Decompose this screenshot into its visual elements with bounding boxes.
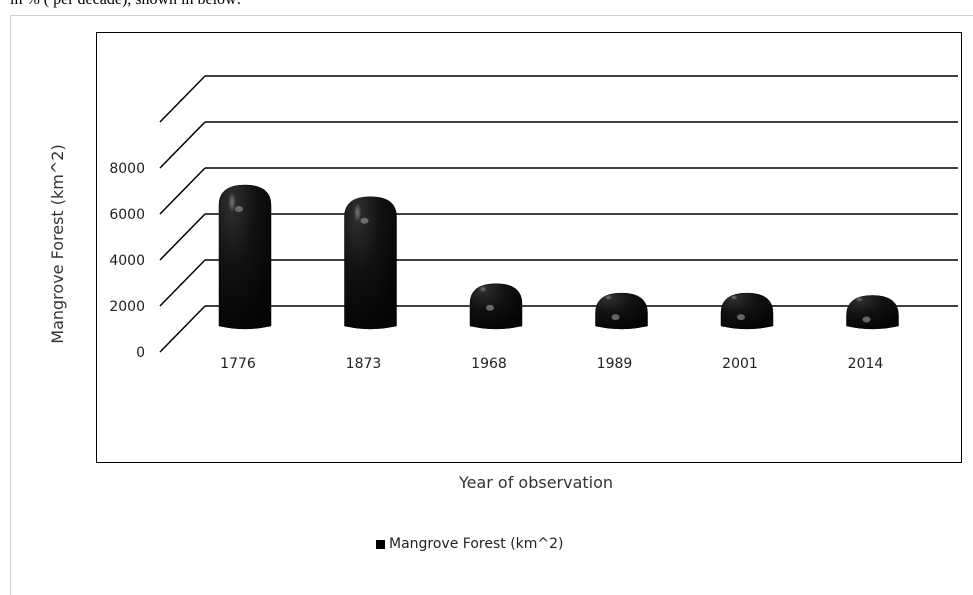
legend: Mangrove Forest (km^2) [376,536,564,552]
axis-labels: 0 2000 4000 6000 8000 1776 1873 1968 1989 2001 201… [109,161,883,372]
y-tick-label: 6000 [109,207,145,223]
bar-highlight [862,316,871,323]
bars [218,184,899,330]
bar-1873 [344,196,397,330]
gridline-diagonal [159,213,206,261]
y-tick-label: 2000 [109,299,145,315]
bar-1776 [218,184,272,330]
bar-highlight [235,206,243,212]
gridline-diagonal [159,305,206,353]
chart-outer-frame [10,15,973,595]
y-tick-label: 0 [136,345,145,361]
x-axis-title: Year of observation [458,473,613,492]
bar-2014 [846,295,899,330]
bar-highlight [737,314,745,321]
gridline-diagonal [159,121,206,169]
gridlines [159,75,958,353]
bar-highlight [611,314,620,321]
gridline-diagonal [159,75,206,123]
y-axis-title: Mangrove Forest (km^2) [48,144,67,343]
bar-highlight [360,217,369,224]
gridline-diagonal [159,259,206,307]
bar-2001 [720,292,774,330]
x-tick-label: 2001 [722,356,758,372]
bar-1968 [469,283,523,330]
y-tick-label: 4000 [109,253,145,269]
legend-swatch [376,539,385,549]
x-tick-label: 2014 [848,356,884,372]
x-tick-label: 1776 [220,356,256,372]
context-text: in % ( per decade), shown in below: [10,0,241,9]
legend-label: Mangrove Forest (km^2) [389,536,564,552]
x-tick-label: 1873 [346,356,382,372]
chart-svg: 0 2000 4000 6000 8000 1776 1873 1968 1989 2001 201… [48,75,958,492]
x-tick-label: 1968 [471,356,507,372]
y-tick-label: 8000 [109,161,145,177]
x-tick-label: 1989 [597,356,633,372]
plot-area-border [96,32,962,463]
bar-1989 [595,292,648,330]
bar-highlight [486,304,494,311]
gridline-diagonal [159,167,206,215]
